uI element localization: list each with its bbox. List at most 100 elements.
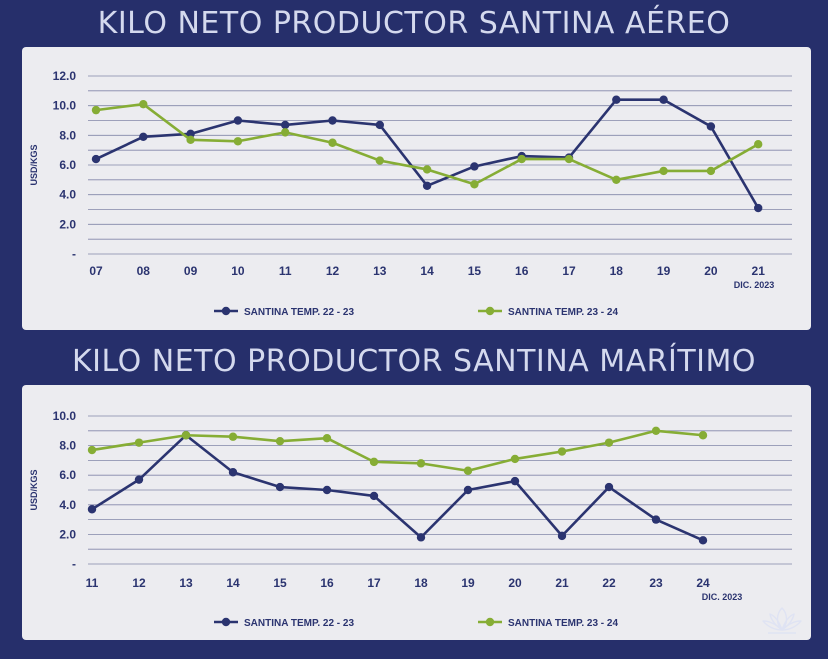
y-tick-label: - bbox=[72, 247, 76, 261]
x-tick-label: 21 bbox=[555, 576, 569, 590]
data-point bbox=[228, 432, 238, 441]
x-tick-label: 11 bbox=[279, 264, 292, 278]
data-point bbox=[91, 154, 101, 164]
x-tick-label: 12 bbox=[326, 264, 340, 278]
x-tick-label: 15 bbox=[273, 576, 287, 590]
data-point bbox=[698, 536, 708, 545]
data-point bbox=[754, 203, 763, 213]
y-tick-label: 4.0 bbox=[59, 188, 76, 202]
data-point bbox=[510, 454, 520, 464]
data-point bbox=[604, 438, 614, 447]
data-point bbox=[139, 132, 148, 142]
data-point bbox=[416, 533, 426, 542]
x-tick-label: 21 bbox=[752, 264, 766, 278]
legend-marker bbox=[485, 306, 495, 316]
legend-marker bbox=[221, 306, 231, 316]
x-tick-label: 10 bbox=[231, 264, 245, 278]
x-tick-label: 17 bbox=[367, 576, 381, 590]
data-point bbox=[328, 138, 337, 147]
x-tick-label: 16 bbox=[320, 576, 334, 590]
chart-panel-aereo: - 2.0 4.0 6.0 8.0 10.0 12.0 USD/KGS 07 08 09 10 11 12… bbox=[22, 47, 811, 330]
data-point bbox=[422, 181, 432, 190]
x-tick-label: 18 bbox=[414, 576, 428, 590]
data-point bbox=[754, 140, 763, 149]
chart-title-maritimo: KILO NETO PRODUCTOR SANTINA MARÍTIMO bbox=[71, 344, 757, 379]
series-line-1 bbox=[95, 98, 760, 209]
y-tick-label: 10.0 bbox=[53, 409, 77, 423]
data-point bbox=[612, 175, 621, 185]
x-tick-label: 18 bbox=[610, 264, 624, 278]
data-point bbox=[612, 95, 621, 104]
series-line-2 bbox=[91, 429, 704, 473]
lotus-icon bbox=[762, 607, 802, 634]
data-point bbox=[463, 485, 473, 495]
data-point bbox=[416, 459, 426, 468]
legend-label: SANTINA TEMP. 22 - 23 bbox=[244, 618, 354, 629]
y-axis-label: USD/KGS bbox=[29, 144, 39, 185]
data-point bbox=[228, 468, 238, 477]
data-point bbox=[470, 180, 479, 189]
data-point bbox=[328, 116, 337, 125]
y-tick-label: 6.0 bbox=[59, 468, 76, 482]
x-tick-label: 17 bbox=[562, 264, 576, 278]
data-point bbox=[375, 156, 384, 165]
data-point bbox=[275, 482, 285, 492]
data-point bbox=[87, 505, 97, 514]
x-tick-label: 16 bbox=[515, 264, 529, 278]
chart-panel-maritimo: - 2.0 4.0 6.0 8.0 10.0 USD/KGS 11 12 13 14 15 16 17 18… bbox=[22, 385, 811, 640]
data-point bbox=[698, 431, 708, 440]
x-tick-label: 09 bbox=[184, 264, 198, 278]
data-point bbox=[281, 128, 290, 137]
data-point bbox=[369, 491, 379, 501]
x-tick-label: 23 bbox=[649, 576, 663, 590]
legend-label: SANTINA TEMP. 22 - 23 bbox=[244, 307, 354, 318]
legend-label: SANTINA TEMP. 23 - 24 bbox=[508, 618, 618, 629]
y-axis-label: USD/KGS bbox=[29, 469, 39, 510]
data-point bbox=[322, 485, 332, 495]
y-tick-label: 8.0 bbox=[59, 128, 76, 142]
data-point bbox=[233, 137, 243, 146]
data-point bbox=[557, 447, 567, 456]
data-point bbox=[706, 166, 716, 176]
data-point bbox=[186, 129, 195, 139]
date-note: DIC. 2023 bbox=[734, 280, 775, 290]
data-point bbox=[375, 120, 384, 130]
x-tick-label: 13 bbox=[179, 576, 193, 590]
data-point bbox=[275, 436, 285, 446]
y-tick-label: 6.0 bbox=[59, 158, 76, 172]
data-point bbox=[651, 515, 661, 524]
data-point bbox=[706, 122, 716, 131]
x-tick-label: 24 bbox=[696, 576, 710, 590]
chart-title-aereo: KILO NETO PRODUCTOR SANTINA AÉREO bbox=[97, 6, 731, 41]
y-tick-label: 4.0 bbox=[59, 498, 76, 512]
y-tick-label: 2.0 bbox=[59, 217, 76, 231]
chart-maritimo: - 2.0 4.0 6.0 8.0 10.0 USD/KGS 11 12 13 14 15 16 17 18… bbox=[29, 409, 792, 629]
x-tick-label: 22 bbox=[602, 576, 616, 590]
legend-marker bbox=[221, 617, 231, 627]
data-point bbox=[651, 426, 661, 435]
y-tick-label: 12.0 bbox=[53, 69, 77, 83]
data-point bbox=[139, 99, 148, 109]
data-point bbox=[134, 475, 144, 484]
legend-label: SANTINA TEMP. 23 - 24 bbox=[508, 307, 618, 318]
series-line-1 bbox=[91, 433, 704, 542]
data-point bbox=[557, 531, 567, 541]
data-point bbox=[659, 95, 668, 104]
data-point bbox=[604, 482, 614, 492]
y-tick-label: 10.0 bbox=[53, 99, 77, 113]
legend-marker bbox=[485, 617, 495, 627]
x-tick-label: 20 bbox=[704, 264, 718, 278]
y-tick-label: - bbox=[72, 557, 76, 571]
y-tick-label: 2.0 bbox=[59, 527, 76, 541]
data-point bbox=[181, 431, 191, 440]
x-tick-label: 14 bbox=[420, 264, 434, 278]
x-tick-label: 19 bbox=[461, 576, 475, 590]
data-point bbox=[510, 476, 520, 486]
data-point bbox=[463, 466, 473, 475]
data-point bbox=[233, 116, 243, 125]
x-tick-label: 13 bbox=[373, 264, 387, 278]
data-point bbox=[564, 154, 574, 164]
x-tick-label: 07 bbox=[89, 264, 103, 278]
data-point bbox=[322, 434, 332, 443]
y-tick-label: 8.0 bbox=[59, 439, 76, 453]
